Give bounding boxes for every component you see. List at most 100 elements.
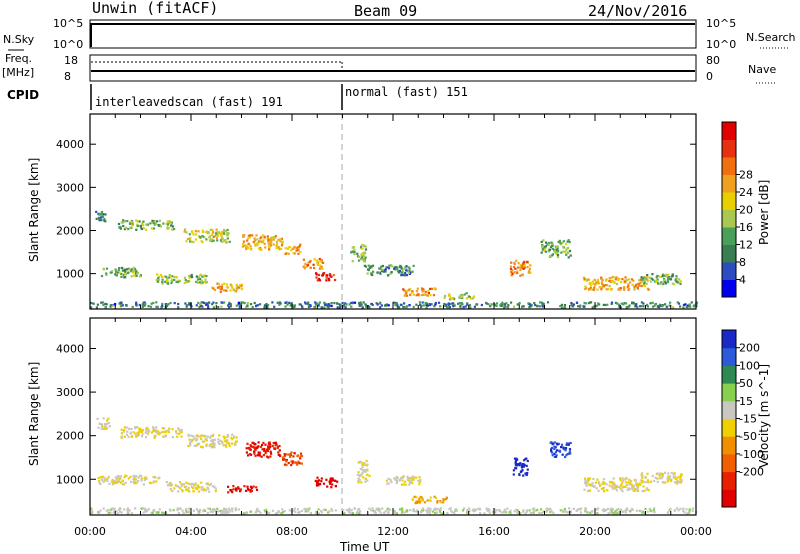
heatmap-cell [359,510,362,513]
heatmap-cell [666,280,669,284]
heatmap-cell [296,508,299,511]
heatmap-cell [227,507,230,510]
heatmap-cell [284,305,287,308]
heatmap-cell [362,254,365,257]
heatmap-cell [283,510,286,513]
heatmap-cell [611,487,614,490]
heatmap-cell [635,482,638,486]
heatmap-cell [229,303,232,306]
heatmap-cell [379,267,382,270]
heatmap-cell [360,258,363,261]
colorbar-swatch [722,209,736,228]
heatmap-cell [91,511,94,514]
heatmap-cell [124,268,127,271]
heatmap-cell [632,302,635,305]
heatmap-cell [158,508,161,511]
heatmap-cell [447,302,450,305]
heatmap-cell [610,280,613,283]
heatmap-cell [677,509,680,512]
heatmap-cell [276,511,279,514]
heatmap-cell [194,444,197,448]
heatmap-cell [634,284,637,287]
heatmap-cell [616,302,619,305]
heatmap-cell [439,500,442,503]
heatmap-cell [211,446,214,449]
heatmap-cell [667,475,670,478]
heatmap-cell [249,448,252,451]
heatmap-cell [228,444,231,447]
heatmap-cell [424,290,427,293]
heatmap-cell [132,474,135,477]
heatmap-cell [156,305,159,308]
heatmap-cell [597,302,600,305]
heatmap-cell [336,306,339,309]
heatmap-cell [519,512,522,515]
heatmap-cell [152,427,155,430]
heatmap-cell [434,511,437,514]
heatmap-cell [253,301,256,305]
heatmap-cell [604,303,607,307]
heatmap-cell [155,480,158,483]
heatmap-cell [289,302,292,306]
heatmap-cell [216,507,219,510]
heatmap-cell [566,240,569,243]
heatmap-cell [460,295,463,298]
heatmap-cell [246,239,249,242]
heatmap-cell [246,485,249,488]
heatmap-cell [522,465,525,468]
heatmap-cell [627,481,630,484]
heatmap-cell [313,266,316,270]
heatmap-cell [254,454,257,457]
heatmap-cell [403,267,406,270]
heatmap-cell [177,490,180,493]
heatmap-cell [601,482,604,486]
heatmap-cell [364,248,368,251]
heatmap-cell [453,512,456,515]
heatmap-cell [448,306,451,309]
heatmap-cell [197,281,200,284]
heatmap-cell [235,288,239,291]
heatmap-cell [243,244,246,247]
heatmap-cell [620,286,623,290]
heatmap-cell [133,476,136,479]
heatmap-cell [350,305,353,308]
heatmap-cell [202,489,205,492]
heatmap-cell [168,276,171,279]
heatmap-cell [151,221,154,225]
heatmap-cell [239,304,242,307]
heatmap-cell [286,303,289,306]
heatmap-cell [330,477,333,480]
heatmap-cell [559,242,562,245]
heatmap-cell [176,509,179,512]
heatmap-cell [415,303,418,306]
heatmap-cell [180,435,183,438]
heatmap-cell [374,511,377,514]
heatmap-cell [652,278,655,281]
heatmap-cell [101,479,104,482]
heatmap-cell [287,246,290,249]
nave-label: Nave [748,63,776,76]
heatmap-cell [268,248,271,251]
heatmap-cell [206,304,210,307]
heatmap-cell [378,508,381,511]
heatmap-cell [606,303,609,306]
heatmap-cell [176,435,179,438]
heatmap-cell [229,283,232,286]
heatmap-cell [255,510,259,513]
heatmap-cell [277,246,280,249]
heatmap-cell [664,303,667,306]
heatmap-cell [287,453,290,456]
heatmap-cell [152,476,155,479]
heatmap-cell [299,457,302,460]
heatmap-cell [161,430,164,433]
heatmap-cell [140,479,143,482]
heatmap-cell [161,427,164,430]
heatmap-cell [608,480,612,484]
heatmap-cell [360,254,363,257]
heatmap-cell [422,289,425,292]
heatmap-cell [124,276,127,279]
heatmap-cell [189,444,192,447]
heatmap-cell [398,479,401,482]
heatmap-cell [249,485,253,488]
heatmap-cell [216,286,219,289]
